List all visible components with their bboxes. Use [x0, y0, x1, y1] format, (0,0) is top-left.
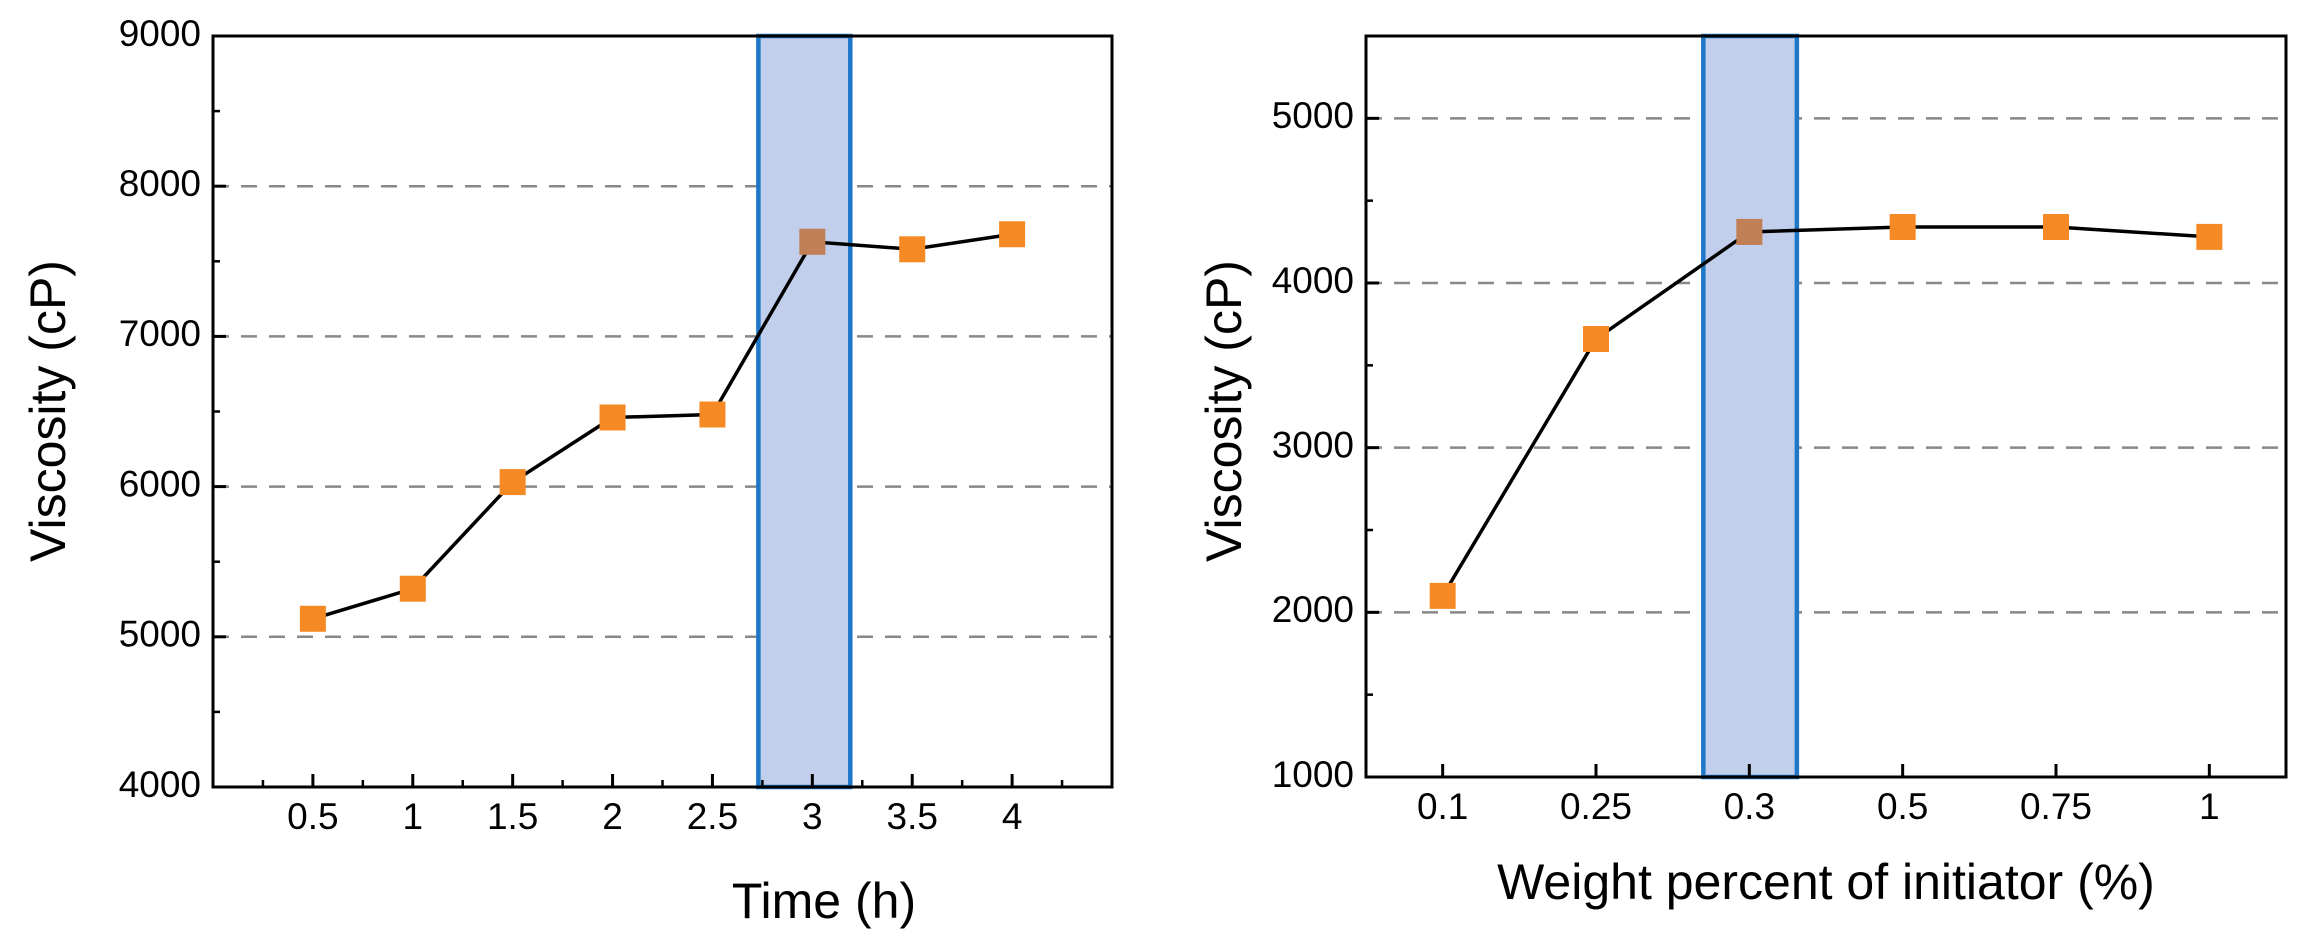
y-tick-label: 4000	[1272, 260, 1354, 301]
data-point	[1583, 325, 1609, 352]
x-tick-label: 0.1	[1417, 786, 1468, 827]
highlight-region	[756, 33, 853, 790]
y-axis-title: Viscosity (cP)	[1196, 260, 1252, 562]
y-tick-label: 3000	[1272, 424, 1354, 465]
x-axis: 0.1 0.25 0.3 0.5 0.75 1	[1417, 764, 2220, 827]
y-axis: 1000 2000 3000 4000 5000	[1272, 95, 1379, 795]
data-point	[799, 228, 826, 255]
x-tick-label: 2.5	[687, 796, 738, 837]
y-axis: 4000 5000 6000 7000 8000 9000	[119, 13, 226, 805]
x-tick-label: 0.75	[2020, 786, 2092, 827]
x-tick-label: 0.5	[287, 796, 338, 837]
data-point	[1889, 214, 1916, 241]
x-tick-label: 1	[2199, 786, 2220, 827]
data-point	[699, 401, 726, 428]
data-point	[399, 575, 426, 602]
x-axis-title: Time (h)	[732, 873, 916, 929]
data-point	[999, 221, 1026, 248]
x-tick-label: 0.5	[1877, 786, 1928, 827]
x-tick-label: 1	[402, 796, 423, 837]
y-tick-label: 5000	[119, 614, 201, 655]
highlight-band	[756, 33, 853, 790]
y-tick-label: 7000	[119, 313, 201, 354]
x-tick-label: 3	[802, 796, 823, 837]
data-point	[1736, 218, 1763, 245]
y-tick-label: 2000	[1272, 589, 1354, 630]
x-tick-label: 1.5	[487, 796, 538, 837]
grid-lines	[213, 184, 1112, 639]
x-tick-label: 3.5	[887, 796, 938, 837]
x-tick-label: 0.25	[1560, 786, 1632, 827]
y-tick-label: 9000	[119, 13, 201, 54]
plot-frame	[211, 34, 1114, 789]
x-tick-label: 4	[1002, 796, 1023, 837]
data-point	[899, 236, 926, 263]
data-point	[2043, 214, 2069, 241]
data-point	[2196, 223, 2223, 250]
data-point	[599, 404, 626, 431]
data-point	[299, 605, 326, 632]
data-series	[299, 221, 1026, 632]
x-axis: 0.5 1 1.5 2 2.5 3 3.5 4	[261, 774, 1064, 837]
x-tick-label: 2	[602, 796, 623, 837]
highlight-region	[1701, 33, 1800, 780]
series-line	[1441, 225, 2210, 597]
y-tick-label: 5000	[1272, 95, 1354, 136]
series-line	[312, 232, 1013, 621]
y-tick-label: 4000	[119, 764, 201, 805]
grid-lines	[1366, 117, 2286, 614]
plot-frame	[1364, 34, 2288, 779]
highlight-band	[1701, 33, 1800, 780]
data-point	[1429, 582, 1456, 609]
y-tick-label: 6000	[119, 463, 201, 504]
chart-time-viscosity: 4000 5000 6000 7000 8000 9000 0.5 1 1.5 2 2.5 3 3.5…	[20, 13, 1114, 929]
data-series	[1429, 214, 2223, 609]
y-tick-label: 8000	[119, 163, 201, 204]
y-tick-label: 1000	[1272, 754, 1354, 795]
y-axis-title: Viscosity (cP)	[20, 260, 76, 562]
data-point	[499, 469, 526, 496]
x-axis-title: Weight percent of initiator (%)	[1497, 854, 2155, 910]
x-tick-label: 0.3	[1724, 786, 1775, 827]
